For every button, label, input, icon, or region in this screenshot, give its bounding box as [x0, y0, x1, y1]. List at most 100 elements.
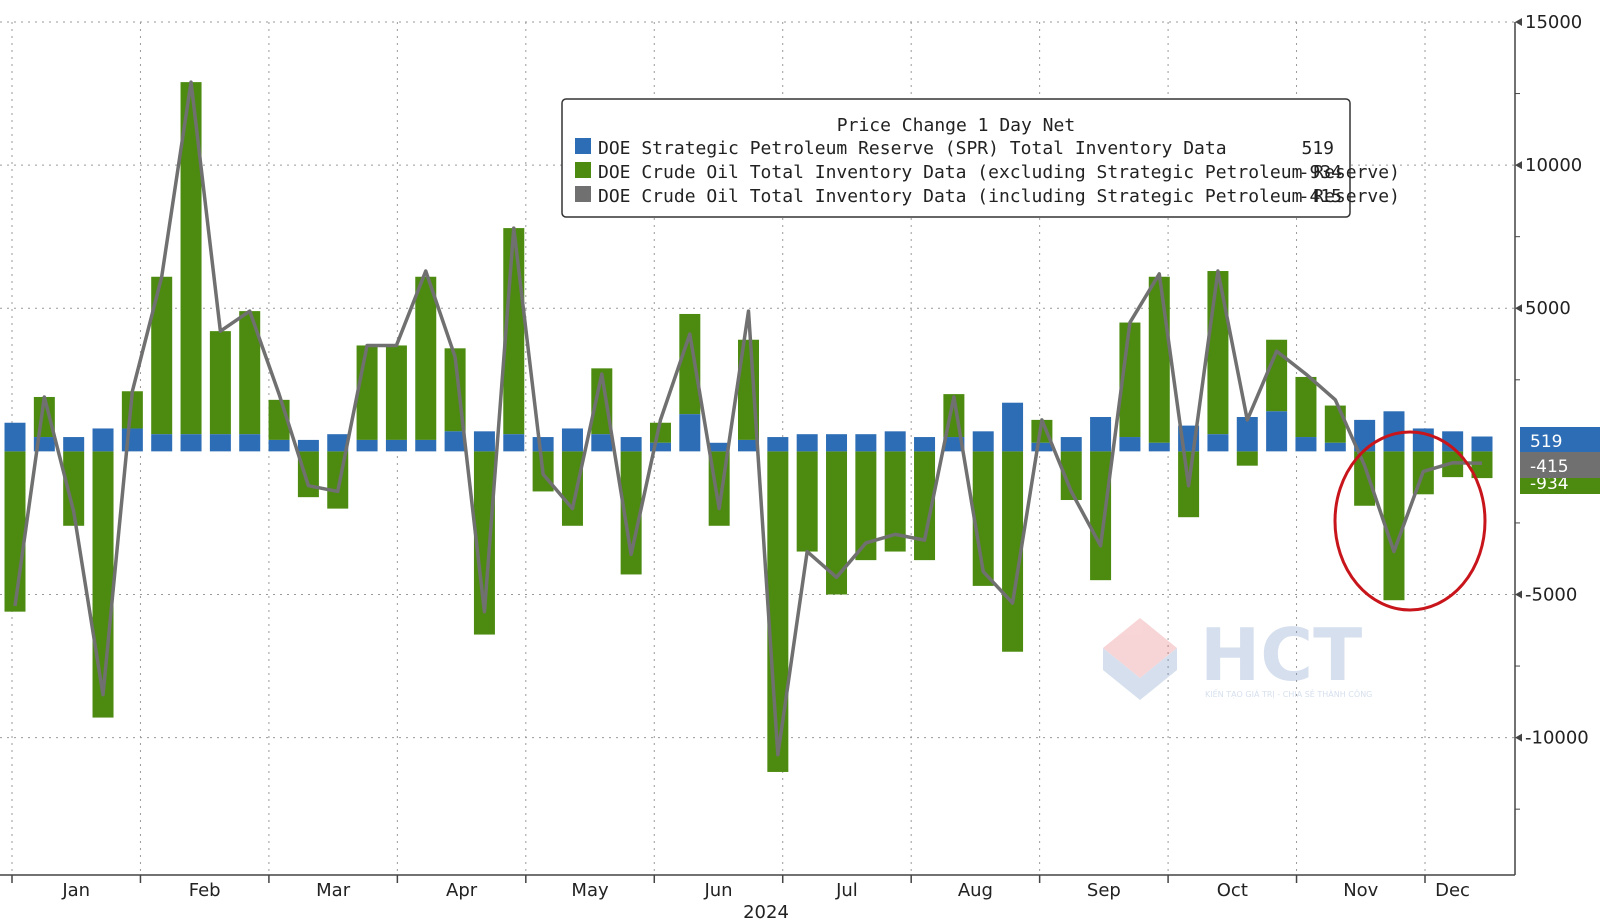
bar-spr: [180, 434, 202, 452]
bar-spr: [1442, 431, 1464, 452]
bar-spr: [4, 422, 26, 452]
y-tick-marker: [1515, 161, 1522, 170]
bar-crude-excl-spr: [180, 82, 202, 435]
bar-crude-excl-spr: [884, 451, 906, 552]
legend-swatch-incl: [575, 186, 591, 202]
bar-crude-excl-spr: [679, 313, 701, 415]
bar-spr: [1060, 437, 1082, 452]
bar-spr: [943, 437, 965, 452]
bar-spr: [1354, 419, 1376, 452]
x-month-label: Jun: [703, 880, 732, 901]
bar-crude-excl-spr: [1471, 451, 1493, 479]
bar-spr: [415, 439, 437, 452]
bar-crude-excl-spr: [1354, 451, 1376, 506]
x-month-label: Feb: [189, 880, 221, 901]
bar-spr: [620, 437, 642, 452]
tag-excl-value: -934: [1530, 474, 1569, 494]
bar-crude-excl-spr: [473, 451, 495, 635]
x-month-label: Mar: [316, 880, 351, 901]
bar-crude-excl-spr: [561, 451, 583, 526]
bar-crude-excl-spr: [591, 368, 613, 435]
bar-spr: [855, 434, 877, 452]
bar-spr: [356, 439, 378, 452]
bar-spr: [767, 437, 789, 452]
bar-crude-excl-spr: [356, 345, 378, 440]
legend-value-incl: -415: [1299, 186, 1342, 207]
bar-spr: [649, 442, 671, 452]
bar-crude-excl-spr: [415, 276, 437, 440]
bar-spr: [63, 437, 85, 452]
y-tick-marker: [1515, 733, 1522, 742]
line-layer: [13, 80, 1483, 757]
bar-spr: [1236, 417, 1258, 452]
legend: Price Change 1 Day Net DOE Strategic Pet…: [561, 98, 1400, 218]
bar-spr: [972, 431, 994, 452]
bar-spr: [473, 431, 495, 452]
bar-crude-excl-spr: [209, 331, 231, 435]
bar-crude-excl-spr: [1324, 405, 1346, 443]
bar-crude-excl-spr: [972, 451, 994, 586]
x-month-label: Jul: [835, 880, 858, 901]
bar-spr: [1471, 436, 1493, 452]
bar-spr: [121, 428, 143, 452]
last-value-tag-spr: 519: [1520, 427, 1600, 452]
legend-swatch-excl: [575, 162, 591, 178]
bar-spr: [914, 437, 936, 452]
bar-crude-excl-spr: [1090, 451, 1112, 581]
x-month-label: Apr: [446, 880, 478, 901]
watermark-logo: HCT KIẾN TẠO GIÁ TRỊ - CHIA SẺ THÀNH CÔN…: [1103, 613, 1372, 700]
bar-spr: [209, 434, 231, 452]
bar-crude-excl-spr: [1148, 276, 1170, 443]
legend-label-excl: DOE Crude Oil Total Inventory Data (excl…: [598, 162, 1400, 183]
x-month-label: Oct: [1217, 880, 1248, 901]
bar-spr: [708, 442, 730, 452]
bar-spr: [1090, 417, 1112, 452]
bar-spr: [1383, 411, 1405, 452]
bar-spr: [561, 428, 583, 452]
bar-spr: [92, 428, 114, 452]
y-tick-label: 5000: [1525, 298, 1571, 319]
legend-label-spr: DOE Strategic Petroleum Reserve (SPR) To…: [598, 138, 1227, 159]
bar-spr: [1031, 442, 1053, 452]
x-month-label: Nov: [1343, 880, 1378, 901]
bar-spr: [826, 434, 848, 452]
bar-spr: [1295, 437, 1317, 452]
bar-crude-excl-spr: [1295, 376, 1317, 438]
highlight-circle: [1333, 430, 1487, 612]
bar-crude-excl-spr: [826, 451, 848, 595]
tag-spr-value: 519: [1530, 432, 1562, 452]
y-axis: 15000 10000 5000 -5000 -10000: [1515, 12, 1589, 810]
bar-spr: [532, 437, 554, 452]
tag-incl-value: -415: [1530, 457, 1569, 477]
bar-crude-excl-spr: [1060, 451, 1082, 501]
bar-spr: [297, 439, 319, 452]
bar-spr: [679, 414, 701, 452]
bar-crude-excl-spr: [4, 451, 26, 612]
bar-crude-excl-spr: [620, 451, 642, 575]
bar-spr: [327, 434, 349, 452]
bar-spr: [796, 434, 818, 452]
bar-spr: [738, 439, 759, 452]
bar-crude-excl-spr: [1383, 451, 1405, 601]
bar-crude-excl-spr: [767, 451, 789, 772]
x-month-label: Jan: [61, 880, 90, 901]
y-tick-marker: [1515, 18, 1522, 26]
bar-spr: [151, 434, 173, 452]
bar-spr: [1002, 402, 1024, 452]
bar-crude-excl-spr: [63, 451, 85, 526]
bar-spr: [503, 434, 525, 452]
legend-value-spr: 519: [1301, 138, 1334, 159]
y-tick-label: 15000: [1525, 12, 1582, 33]
bar-spr: [239, 434, 261, 452]
legend-title: Price Change 1 Day Net: [837, 115, 1075, 136]
bar-crude-excl-spr: [1236, 451, 1258, 466]
bar-spr: [1324, 442, 1346, 452]
bar-spr: [1148, 442, 1170, 452]
bar-crude-excl-spr: [796, 451, 818, 552]
bar-spr: [1119, 437, 1141, 452]
y-tick-label: -5000: [1525, 584, 1577, 605]
y-tick-label: -10000: [1525, 728, 1589, 749]
bar-crude-excl-spr: [1266, 339, 1288, 412]
bar-crude-excl-spr: [151, 276, 173, 435]
